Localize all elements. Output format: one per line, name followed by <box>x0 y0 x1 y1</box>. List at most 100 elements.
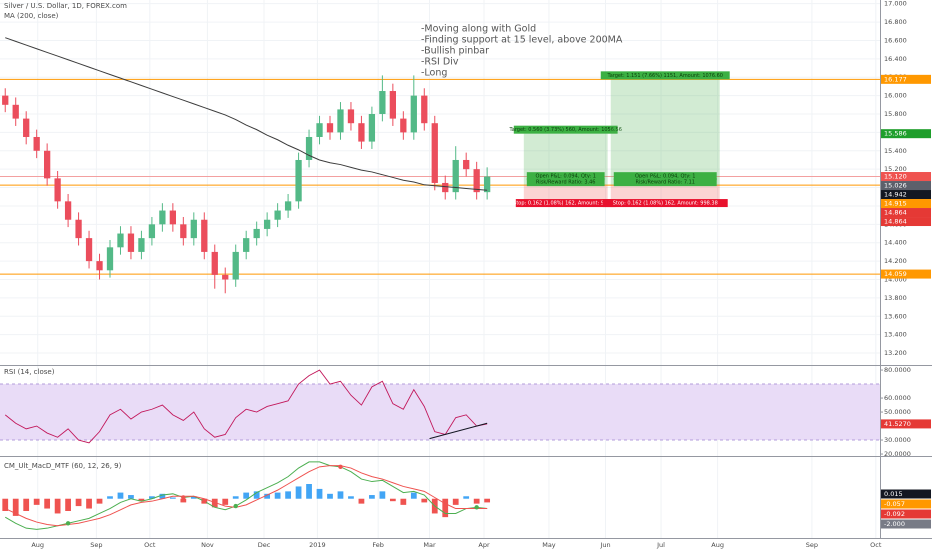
pane-title: RSI (14, close) <box>4 368 55 376</box>
price-label: -2.000 <box>884 520 905 528</box>
price-label-bg <box>881 519 931 529</box>
histogram-bar <box>2 498 9 511</box>
price-label-bg <box>881 489 931 499</box>
price-label-bg <box>881 217 931 227</box>
price-label-bg <box>881 181 931 191</box>
candle-body <box>473 169 480 193</box>
position-label: Target: 0.560 (3.73%) 560, Amount: 1056.… <box>509 127 622 133</box>
candle-body <box>96 261 103 271</box>
x-tick-label: 2019 <box>309 541 326 549</box>
candle-body <box>305 136 313 160</box>
y-tick-label: 13.400 <box>884 331 907 339</box>
stop-label: Stop: 0.162 (1.08%) 162, Amount: 998.38 <box>613 201 718 207</box>
candle-body <box>117 233 124 248</box>
x-tick-label: Feb <box>372 541 384 549</box>
y-tick-label: 50.0000 <box>884 408 911 416</box>
y-tick-label: 30.0000 <box>884 436 911 444</box>
profit-zone <box>610 79 720 186</box>
candle-body <box>180 224 187 239</box>
stop-label-bg <box>602 199 728 208</box>
histogram-bar <box>264 493 271 499</box>
x-tick-label: Apr <box>478 541 490 549</box>
y-tick-label: 13.200 <box>884 349 907 357</box>
annotation: -Finding support at 15 level, above 200M… <box>421 35 623 46</box>
candle-body <box>264 219 271 229</box>
histogram-bar <box>327 493 333 499</box>
candle-body <box>243 238 250 252</box>
candle-body <box>12 104 19 119</box>
histogram-bar <box>138 498 145 502</box>
cross-dot <box>65 521 71 526</box>
price-label: 15.120 <box>884 173 907 181</box>
annotation: -RSI Div <box>421 57 459 68</box>
candle-body <box>127 233 135 252</box>
rsi-line <box>4 369 488 444</box>
histogram-bar <box>389 498 396 502</box>
histogram-bar <box>159 493 166 499</box>
x-tick-label: Mar <box>423 541 436 549</box>
price-label-bg <box>881 419 931 429</box>
y-tick-label: 14.400 <box>884 239 907 247</box>
price-label-bg <box>881 172 931 182</box>
candle-body <box>274 210 281 220</box>
y-tick-label: 15.200 <box>884 165 907 173</box>
candle-body <box>222 274 229 280</box>
price-label: 14.059 <box>884 270 907 278</box>
pane-title: CM_Ult_MacD_MTF (60, 12, 26, 9) <box>4 462 122 470</box>
histogram-bar <box>96 498 103 504</box>
price-label-bg <box>881 269 931 279</box>
macd-line <box>4 461 488 530</box>
candle-body <box>23 118 30 137</box>
histogram-bar <box>190 496 197 499</box>
histogram-bar <box>337 491 344 499</box>
histogram-bar <box>253 491 260 499</box>
histogram-bar <box>128 495 134 499</box>
candle-body <box>201 219 208 252</box>
candle-body <box>284 201 292 211</box>
annotation: -Bullish pinbar <box>421 46 489 57</box>
candle-body <box>54 178 61 202</box>
x-tick-label: Oct <box>870 541 882 549</box>
price-label: 41.5270 <box>884 420 911 428</box>
candle-body <box>232 251 239 280</box>
position-label-bg <box>613 172 717 181</box>
x-tick-label: Oct <box>144 541 156 549</box>
moving-average <box>5 37 488 191</box>
price-label-bg <box>881 199 931 209</box>
histogram-bar <box>285 491 291 499</box>
stop-label: Stop: 0.162 (1.08%) 162, Amount: 998.38 <box>513 201 618 207</box>
price-label: -0.057 <box>884 500 905 508</box>
candle-body <box>326 123 334 133</box>
candle-body <box>316 123 323 137</box>
position-label: Risk/Reward Ratio: 7.11 <box>635 180 695 186</box>
candle-body <box>138 238 145 252</box>
histogram-bar <box>107 496 113 499</box>
candle-body <box>442 182 449 193</box>
candle-body <box>33 136 40 151</box>
y-tick-label: 14.000 <box>884 275 907 283</box>
chart-title: Silver / U.S. Dollar, 1D, FOREX.com <box>4 2 127 10</box>
histogram-bar <box>86 498 92 509</box>
price-label: 16.177 <box>884 75 907 83</box>
histogram-bar <box>222 498 229 505</box>
candle-body <box>169 210 176 225</box>
candle-body <box>44 150 51 179</box>
histogram-bar <box>232 496 239 499</box>
histogram-bar <box>442 498 449 518</box>
histogram-bar <box>169 497 176 499</box>
price-label: 15.586 <box>884 130 907 138</box>
histogram-bar <box>274 492 281 499</box>
y-tick-label: 16.800 <box>884 18 907 26</box>
candle-body <box>358 123 365 142</box>
histogram-bar <box>23 498 30 511</box>
histogram-bar <box>12 498 19 516</box>
plot: Target: 0.560 (3.73%) 560, Amount: 1056.… <box>0 24 880 530</box>
x-tick-label: Aug <box>31 541 44 549</box>
price-label-bg <box>881 499 931 509</box>
candle-body <box>431 123 438 183</box>
y-tick-label: 14.200 <box>884 257 907 265</box>
cross-dot <box>202 498 207 504</box>
candle-body <box>190 219 197 239</box>
